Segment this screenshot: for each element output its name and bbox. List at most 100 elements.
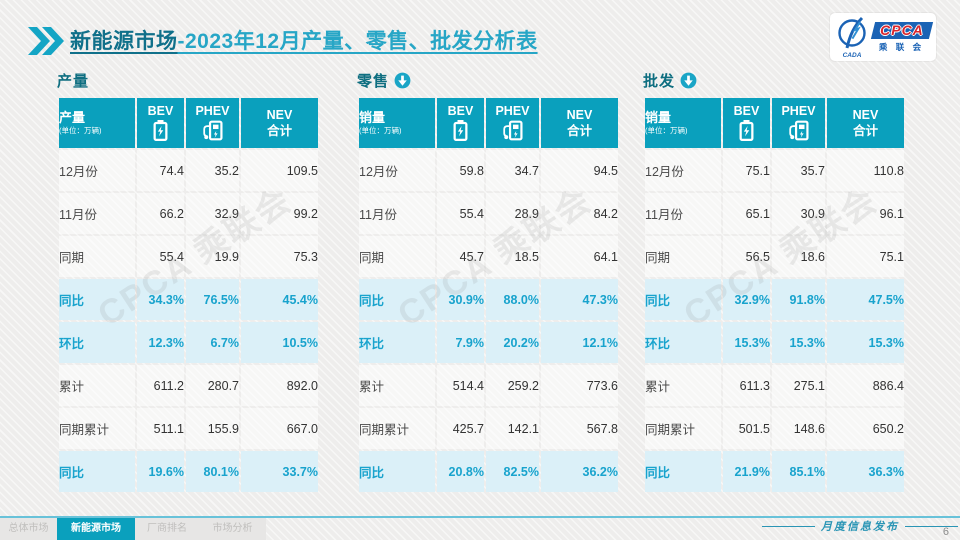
value-cell: 84.2 <box>541 193 618 234</box>
column-header-nev-total: NEV 合计 <box>241 98 318 148</box>
row-label-cell: 同期 <box>59 236 135 277</box>
retail-section-title: 零售 <box>357 72 390 90</box>
column-label: 合计 <box>852 124 878 138</box>
column-label: BEV <box>147 104 174 119</box>
column-label: PHEV <box>781 104 816 119</box>
table-row: 同比 21.9% 85.1% 36.3% <box>645 451 904 492</box>
column-header-phev: PHEV <box>486 98 539 148</box>
value-cell: 34.7 <box>486 150 539 191</box>
footer-tab-overall-market[interactable]: 总体市场 <box>8 523 49 534</box>
battery-icon <box>437 119 484 142</box>
value-cell: 36.2% <box>541 451 618 492</box>
corner-header-cell: 产量 (单位：万辆) <box>59 98 135 148</box>
value-cell: 280.7 <box>186 365 239 406</box>
row-label-cell: 同比 <box>359 451 435 492</box>
value-cell: 55.4 <box>437 193 484 234</box>
value-cell: 10.5% <box>241 322 318 363</box>
column-label: 合计 <box>566 124 592 138</box>
column-label: NEV <box>852 107 879 122</box>
row-label-cell: 同期 <box>359 236 435 277</box>
value-cell: 18.5 <box>486 236 539 277</box>
value-cell: 59.8 <box>437 150 484 191</box>
table-row: 12月份 75.1 35.7 110.8 <box>645 150 904 191</box>
table-row: 环比 7.9% 20.2% 12.1% <box>359 322 618 363</box>
value-cell: 259.2 <box>486 365 539 406</box>
row-label-cell: 同期累计 <box>359 408 435 449</box>
row-label-cell: 12月份 <box>359 150 435 191</box>
value-cell: 85.1% <box>772 451 825 492</box>
value-cell: 36.3% <box>827 451 904 492</box>
value-cell: 19.9 <box>186 236 239 277</box>
table-row: 12月份 59.8 34.7 94.5 <box>359 150 618 191</box>
table-row: 环比 15.3% 15.3% 15.3% <box>645 322 904 363</box>
value-cell: 47.5% <box>827 279 904 320</box>
value-cell: 66.2 <box>137 193 184 234</box>
table-row: 环比 12.3% 6.7% 10.5% <box>59 322 318 363</box>
value-cell: 514.4 <box>437 365 484 406</box>
column-header-bev: BEV <box>723 98 770 148</box>
value-cell: 82.5% <box>486 451 539 492</box>
value-cell: 275.1 <box>772 365 825 406</box>
header: 新能源市场-2023年12月产量、零售、批发分析表 CADA CPCA 乘 联 … <box>28 13 960 68</box>
value-cell: 99.2 <box>241 193 318 234</box>
table-row: 同比 20.8% 82.5% 36.2% <box>359 451 618 492</box>
table-row: 同比 19.6% 80.1% 33.7% <box>59 451 318 492</box>
battery-icon <box>137 119 184 142</box>
table-header-row: 销量 (单位：万辆) BEV PHEV NEV 合计 <box>359 98 618 148</box>
value-cell: 19.6% <box>137 451 184 492</box>
value-cell: 20.8% <box>437 451 484 492</box>
row-label-cell: 累计 <box>359 365 435 406</box>
value-cell: 32.9 <box>186 193 239 234</box>
wholesale-table: 销量 (单位：万辆) BEV PHEV NEV 合计 12月份 75.1 35.7 110.8 11… <box>643 96 906 494</box>
row-label-cell: 12月份 <box>645 150 721 191</box>
column-header-nev-total: NEV 合计 <box>827 98 904 148</box>
value-cell: 45.4% <box>241 279 318 320</box>
row-label-cell: 同期累计 <box>645 408 721 449</box>
cpca-badge: CPCA <box>870 21 933 39</box>
value-cell: 20.2% <box>486 322 539 363</box>
row-label-cell: 12月份 <box>59 150 135 191</box>
page-title-primary: 新能源市场 <box>70 30 178 53</box>
column-header-phev: PHEV <box>186 98 239 148</box>
value-cell: 15.3% <box>827 322 904 363</box>
table-row: 同期累计 501.5 148.6 650.2 <box>645 408 904 449</box>
caption-text: 月度信息发布 <box>821 520 899 533</box>
value-cell: 55.4 <box>137 236 184 277</box>
row-label-cell: 环比 <box>359 322 435 363</box>
value-cell: 74.4 <box>137 150 184 191</box>
value-cell: 886.4 <box>827 365 904 406</box>
column-header-bev: BEV <box>437 98 484 148</box>
corner-header-cell: 销量 (单位：万辆) <box>359 98 435 148</box>
row-label-cell: 同比 <box>59 451 135 492</box>
value-cell: 6.7% <box>186 322 239 363</box>
caption-dash-right <box>905 525 958 527</box>
row-label-cell: 同比 <box>645 451 721 492</box>
row-label-cell: 11月份 <box>359 193 435 234</box>
wholesale-section-header: 批发 <box>643 70 906 90</box>
row-label-cell: 11月份 <box>645 193 721 234</box>
value-cell: 76.5% <box>186 279 239 320</box>
wholesale-section: 批发CPCA 乘联会销量(单位：万辆)BEVPHEVNEV合计12月份75.13… <box>643 70 906 494</box>
value-cell: 611.2 <box>137 365 184 406</box>
row-label-cell: 累计 <box>645 365 721 406</box>
footer-tab-nev-market[interactable]: 新能源市场 <box>57 518 135 540</box>
table-row: 同期 56.5 18.6 75.1 <box>645 236 904 277</box>
charger-icon <box>772 120 825 142</box>
value-cell: 18.6 <box>772 236 825 277</box>
corner-label: 产量 <box>59 109 86 125</box>
value-cell: 109.5 <box>241 150 318 191</box>
table-row: 同期 45.7 18.5 64.1 <box>359 236 618 277</box>
corner-label: 销量 <box>645 109 672 125</box>
row-label-cell: 同比 <box>359 279 435 320</box>
value-cell: 15.3% <box>723 322 770 363</box>
footer-tab-manufacturer-ranking[interactable]: 厂商排名 <box>147 523 187 534</box>
value-cell: 30.9% <box>437 279 484 320</box>
footer-tab-market-analysis[interactable]: 市场分析 <box>212 523 253 534</box>
table-row: 同比 30.9% 88.0% 47.3% <box>359 279 618 320</box>
column-label: PHEV <box>495 104 530 119</box>
wholesale-section-title: 批发 <box>643 72 676 90</box>
column-label: NEV <box>566 107 593 122</box>
value-cell: 28.9 <box>486 193 539 234</box>
value-cell: 142.1 <box>486 408 539 449</box>
value-cell: 15.3% <box>772 322 825 363</box>
